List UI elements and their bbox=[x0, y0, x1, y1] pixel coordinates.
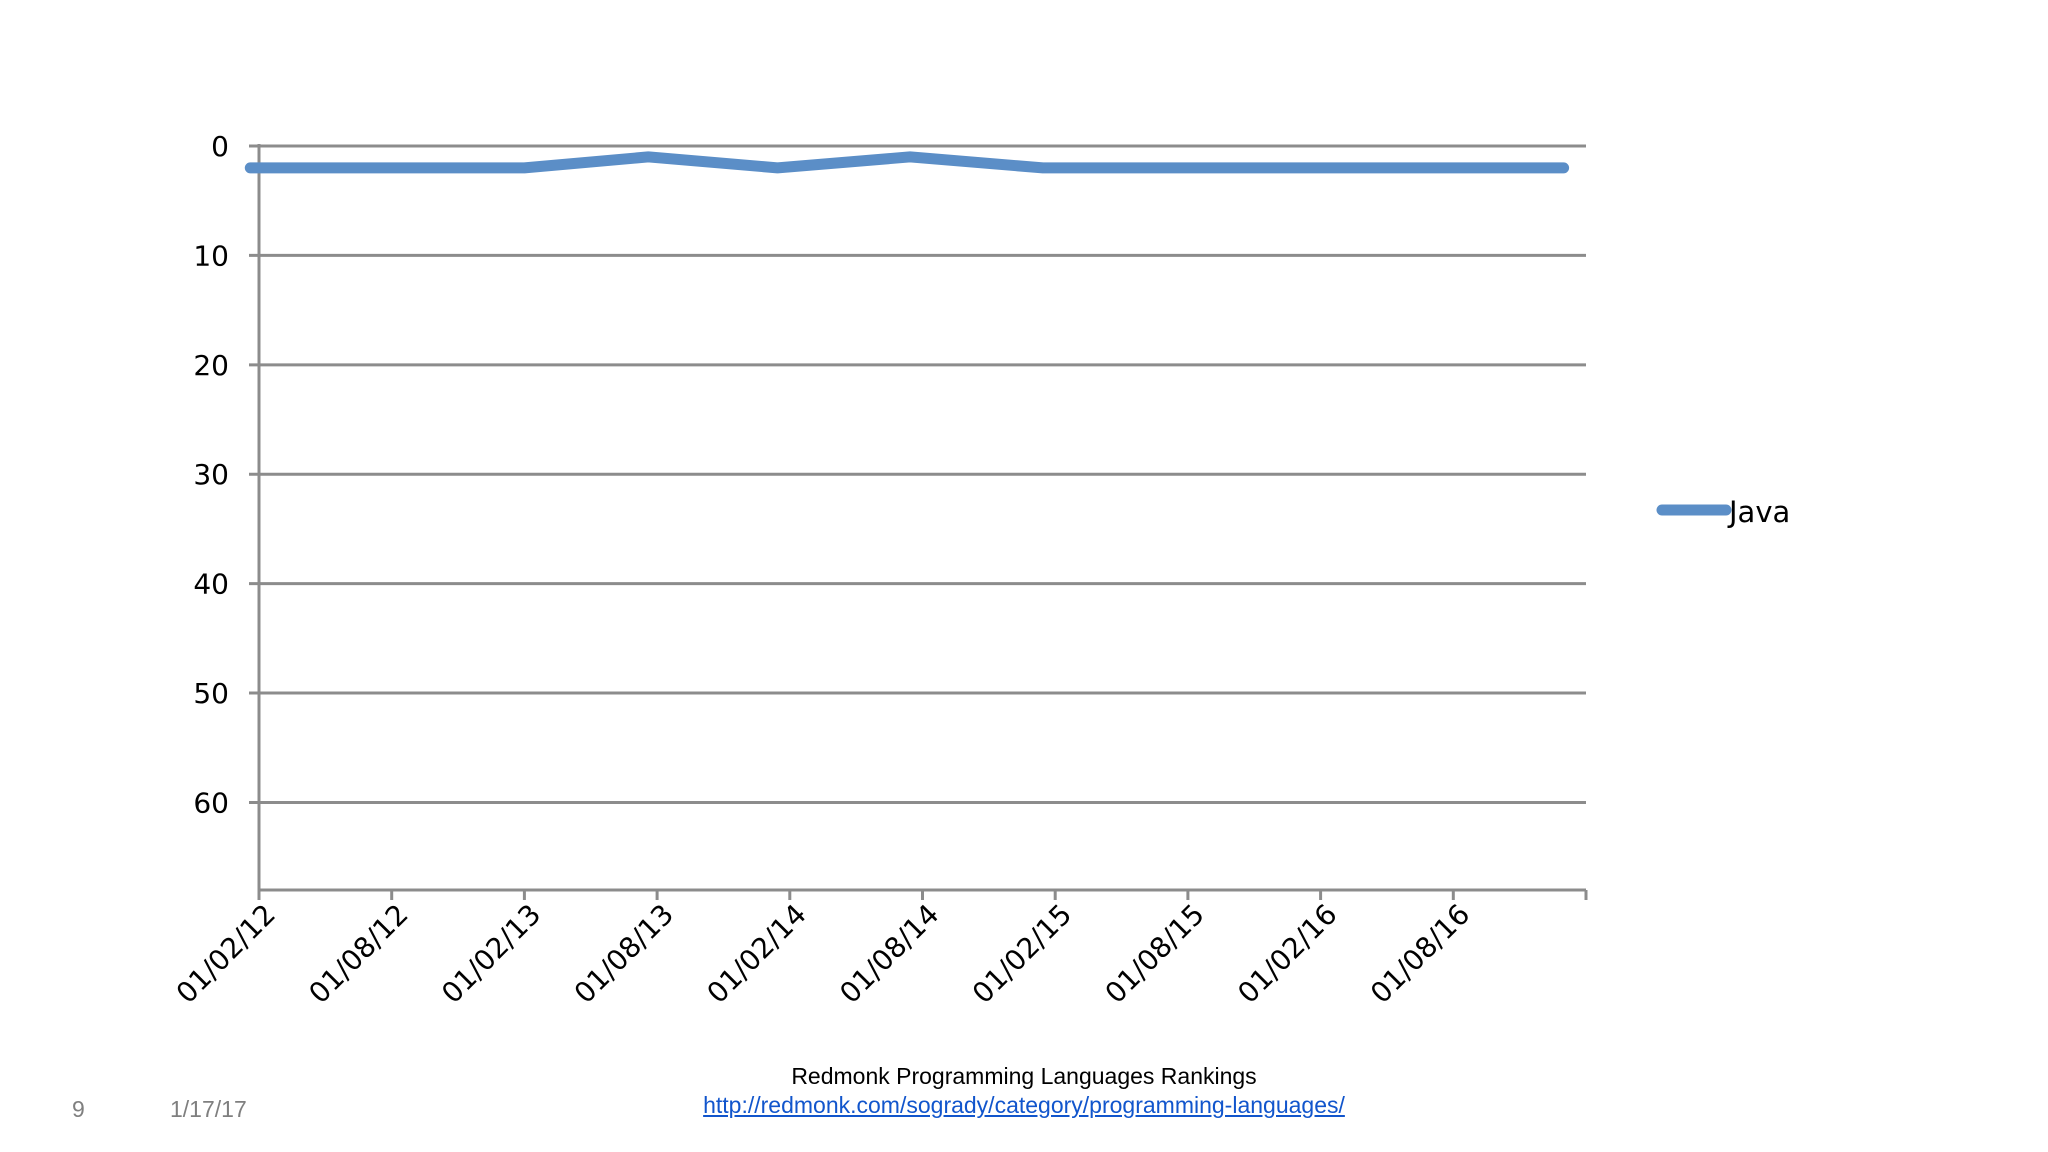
x-tick-label: 01/08/16 bbox=[1364, 898, 1476, 1010]
x-tick-label: 01/02/13 bbox=[435, 898, 547, 1010]
y-tick-label: 0 bbox=[211, 130, 229, 163]
y-tick-label: 20 bbox=[193, 349, 229, 382]
x-tick-label: 01/08/14 bbox=[833, 898, 945, 1010]
x-tick-label: 01/08/12 bbox=[302, 898, 414, 1010]
slide-number: 9 bbox=[72, 1096, 85, 1122]
x-tick-label: 01/02/14 bbox=[700, 898, 812, 1010]
y-tick-label: 40 bbox=[193, 568, 229, 601]
x-tick-label: 01/02/12 bbox=[170, 898, 282, 1010]
y-tick-label: 50 bbox=[193, 677, 229, 710]
source-link-container: http://redmonk.com/sogrady/category/prog… bbox=[0, 1092, 2048, 1119]
x-tick-label: 01/02/15 bbox=[966, 898, 1078, 1010]
series-line-java bbox=[244, 151, 1570, 174]
x-tick-label: 01/08/15 bbox=[1099, 898, 1211, 1010]
y-tick-label: 10 bbox=[193, 239, 229, 272]
legend-label: Java bbox=[1727, 495, 1790, 529]
source-title: Redmonk Programming Languages Rankings bbox=[791, 1063, 1257, 1089]
x-tick-label: 01/02/16 bbox=[1231, 898, 1343, 1010]
y-tick-label: 60 bbox=[193, 786, 229, 819]
y-tick-label: 30 bbox=[193, 458, 229, 491]
x-tick-label: 01/08/13 bbox=[568, 898, 680, 1010]
slide-date: 1/17/17 bbox=[170, 1096, 247, 1122]
source-link[interactable]: http://redmonk.com/sogrady/category/prog… bbox=[703, 1092, 1345, 1118]
